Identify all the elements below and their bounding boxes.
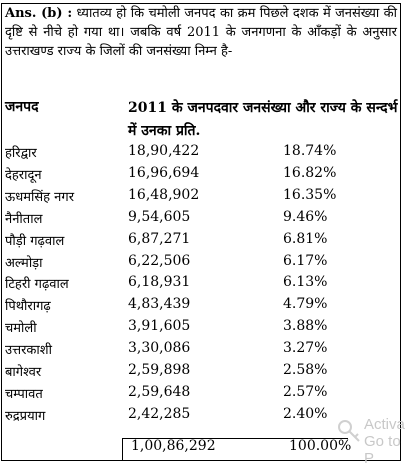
district-population: 6,22,506 xyxy=(128,253,191,269)
district-name: अल्मोड़ा xyxy=(5,256,43,271)
district-name: पौड़ी गढ़वाल xyxy=(5,234,65,249)
district-name: ऊधमसिंह नगर xyxy=(5,190,75,205)
header-district: जनपद xyxy=(5,99,39,115)
district-population: 4,83,439 xyxy=(128,296,191,312)
district-percent: 3.27% xyxy=(283,340,328,356)
total-percent: 100.00% xyxy=(289,438,352,454)
district-population: 16,96,694 xyxy=(128,165,200,181)
district-name: बागेश्वर xyxy=(5,365,42,380)
district-percent: 6.13% xyxy=(283,274,328,290)
district-name: चमोली xyxy=(5,321,37,336)
watermark-line2: Go to P xyxy=(364,433,401,467)
district-population: 3,30,086 xyxy=(128,340,191,356)
district-population: 2,59,898 xyxy=(128,362,191,378)
district-population: 2,42,285 xyxy=(128,406,191,422)
table-row: अल्मोड़ा 6,22,506 6.17% xyxy=(0,253,398,274)
district-percent: 2.40% xyxy=(283,406,328,422)
table-row: उत्तरकाशी 3,30,086 3.27% xyxy=(0,340,398,361)
table-row: चम्पावत 2,59,648 2.57% xyxy=(0,384,398,405)
district-name: रुद्रप्रयाग xyxy=(5,409,46,424)
district-percent: 18.74% xyxy=(283,143,337,159)
table-row: ऊधमसिंह नगर 16,48,902 16.35% xyxy=(0,187,398,208)
district-population: 16,48,902 xyxy=(128,187,200,203)
table-row: रुद्रप्रयाग 2,42,285 2.40% xyxy=(0,406,398,427)
key-icon xyxy=(338,420,360,442)
table-row: हरिद्वार 18,90,422 18.74% xyxy=(0,143,398,164)
table-row: देहरादून 16,96,694 16.82% xyxy=(0,165,398,186)
district-percent: 9.46% xyxy=(283,209,328,225)
district-name: देहरादून xyxy=(5,168,42,183)
district-population: 9,54,605 xyxy=(128,209,191,225)
answer-paragraph: Ans. (b) : ध्यातव्य हो कि चमोली जनपद का … xyxy=(5,4,397,61)
answer-text: ध्यातव्य हो कि चमोली जनपद का क्रम पिछले … xyxy=(5,6,398,59)
answer-box xyxy=(1,3,401,461)
district-name: पिथौरागढ़ xyxy=(5,299,51,314)
district-percent: 2.58% xyxy=(283,362,328,378)
total-population: 1,00,86,292 xyxy=(131,438,216,454)
district-percent: 2.57% xyxy=(283,384,328,400)
watermark-line1: Activa xyxy=(364,416,405,433)
district-percent: 3.88% xyxy=(283,318,328,334)
district-percent: 4.79% xyxy=(283,296,328,312)
table-row: पौड़ी गढ़वाल 6,87,271 6.81% xyxy=(0,231,398,252)
table-row: नैनीताल 9,54,605 9.46% xyxy=(0,209,398,230)
table-row: चमोली 3,91,605 3.88% xyxy=(0,318,398,339)
district-name: नैनीताल xyxy=(5,212,43,227)
district-name: हरिद्वार xyxy=(5,146,37,161)
district-percent: 6.17% xyxy=(283,253,328,269)
district-population: 2,59,648 xyxy=(128,384,191,400)
table-row: टिहरी गढ़वाल 6,18,931 6.13% xyxy=(0,274,398,295)
district-name: उत्तरकाशी xyxy=(5,343,52,358)
district-name: चम्पावत xyxy=(5,387,43,402)
district-population: 3,91,605 xyxy=(128,318,191,334)
district-percent: 16.82% xyxy=(283,165,337,181)
district-population: 6,18,931 xyxy=(128,274,191,290)
district-name: टिहरी गढ़वाल xyxy=(5,277,69,292)
district-population: 6,87,271 xyxy=(128,231,191,247)
total-row: 1,00,86,292 100.00% xyxy=(0,438,398,459)
answer-label: Ans. (b) : xyxy=(5,6,73,21)
total-rule xyxy=(123,438,348,439)
table-row: पिथौरागढ़ 4,83,439 4.79% xyxy=(0,296,398,317)
district-percent: 6.81% xyxy=(283,231,328,247)
district-population: 18,90,422 xyxy=(128,143,200,159)
district-percent: 16.35% xyxy=(283,187,337,203)
total-divider xyxy=(122,438,123,460)
header-population: 2011 के जनपदवार जनसंख्या और राज्य के सन्… xyxy=(128,100,398,139)
table-row: बागेश्वर 2,59,898 2.58% xyxy=(0,362,398,383)
activation-watermark: Activa Go to P xyxy=(364,416,407,467)
